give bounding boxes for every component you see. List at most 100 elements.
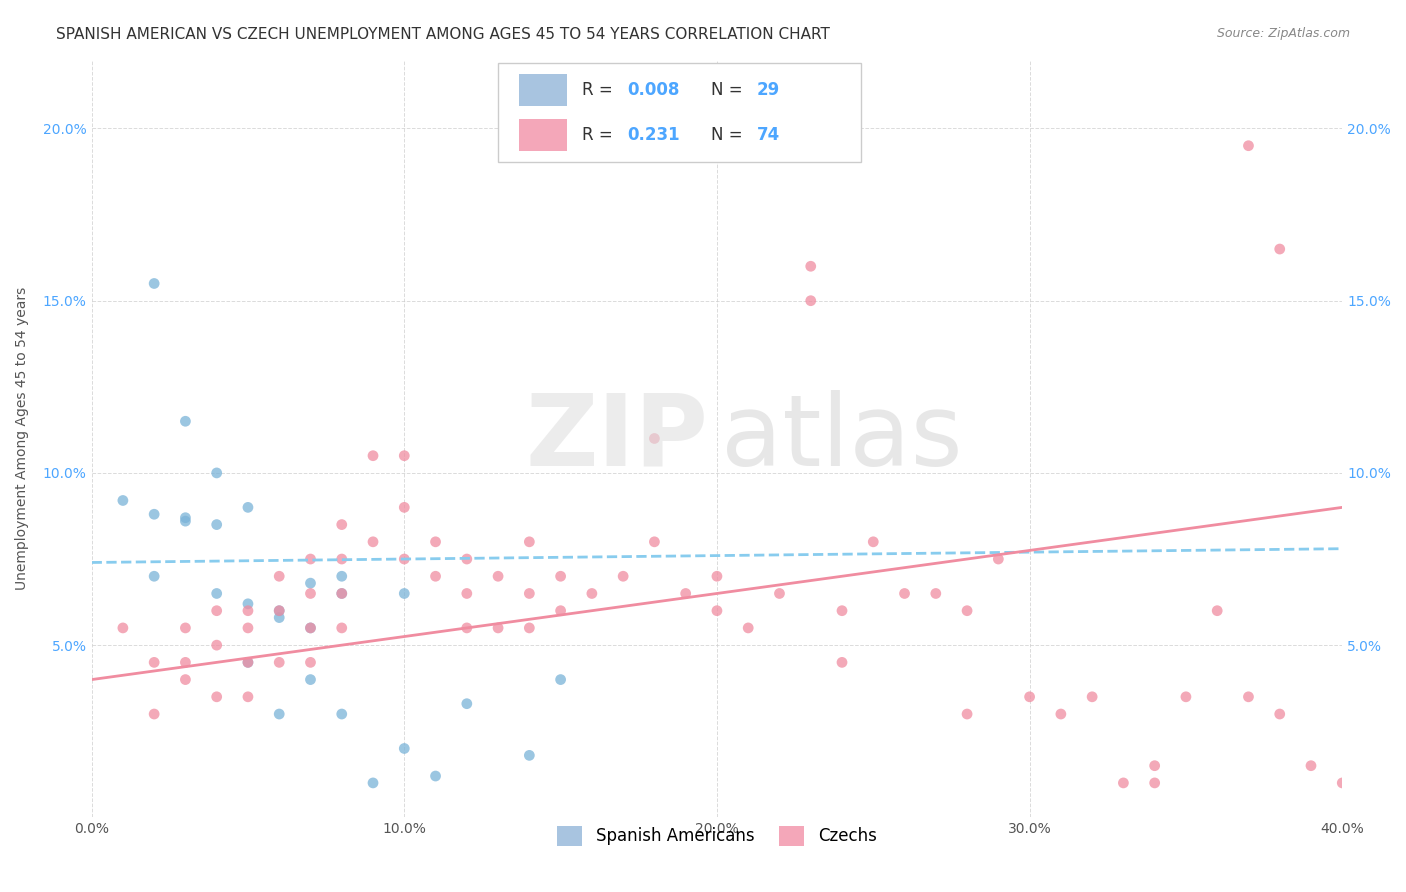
Point — [236, 500, 259, 515]
Point — [517, 534, 540, 549]
Point — [330, 552, 353, 566]
Point — [236, 690, 259, 704]
Text: 0.008: 0.008 — [627, 81, 679, 99]
Point — [299, 552, 322, 566]
Point — [456, 552, 478, 566]
Point — [425, 769, 447, 783]
Point — [1143, 776, 1166, 790]
Point — [299, 673, 322, 687]
Point — [1268, 706, 1291, 721]
Point — [236, 656, 259, 670]
Point — [174, 414, 197, 428]
FancyBboxPatch shape — [519, 74, 567, 106]
Text: N =: N = — [710, 127, 748, 145]
Point — [205, 604, 228, 618]
Point — [1268, 242, 1291, 256]
Point — [517, 586, 540, 600]
Point — [174, 673, 197, 687]
Point — [299, 621, 322, 635]
Point — [800, 260, 823, 274]
Point — [643, 432, 665, 446]
Point — [675, 586, 697, 600]
Point — [269, 604, 291, 618]
Point — [143, 569, 166, 583]
Point — [269, 604, 291, 618]
Point — [205, 690, 228, 704]
Point — [174, 514, 197, 528]
Point — [581, 586, 603, 600]
Text: ZIP: ZIP — [526, 390, 709, 487]
Point — [174, 510, 197, 524]
Point — [205, 586, 228, 600]
Point — [1143, 758, 1166, 772]
Text: R =: R = — [582, 127, 623, 145]
Point — [111, 493, 134, 508]
Text: atlas: atlas — [721, 390, 963, 487]
Text: 0.231: 0.231 — [627, 127, 679, 145]
Point — [1050, 706, 1073, 721]
Point — [987, 552, 1010, 566]
Point — [299, 621, 322, 635]
Point — [768, 586, 790, 600]
Point — [1331, 776, 1354, 790]
Point — [330, 586, 353, 600]
Point — [1299, 758, 1322, 772]
Point — [330, 621, 353, 635]
Point — [486, 621, 509, 635]
Legend: Spanish Americans, Czechs: Spanish Americans, Czechs — [548, 817, 884, 855]
Point — [330, 569, 353, 583]
Point — [394, 586, 416, 600]
Y-axis label: Unemployment Among Ages 45 to 54 years: Unemployment Among Ages 45 to 54 years — [15, 287, 30, 591]
FancyBboxPatch shape — [519, 120, 567, 152]
Point — [330, 586, 353, 600]
Point — [862, 534, 884, 549]
Point — [1018, 690, 1040, 704]
Point — [143, 508, 166, 522]
Point — [269, 656, 291, 670]
Point — [394, 500, 416, 515]
Text: R =: R = — [582, 81, 617, 99]
Point — [205, 466, 228, 480]
Point — [800, 293, 823, 308]
Point — [269, 569, 291, 583]
Point — [956, 604, 979, 618]
Point — [1237, 138, 1260, 153]
Point — [643, 534, 665, 549]
Point — [361, 534, 384, 549]
Point — [706, 604, 728, 618]
Point — [486, 569, 509, 583]
FancyBboxPatch shape — [498, 63, 860, 161]
Point — [330, 706, 353, 721]
Text: Source: ZipAtlas.com: Source: ZipAtlas.com — [1216, 27, 1350, 40]
Point — [174, 621, 197, 635]
Point — [1237, 690, 1260, 704]
Point — [456, 697, 478, 711]
Point — [425, 534, 447, 549]
Point — [299, 656, 322, 670]
Point — [737, 621, 759, 635]
Point — [361, 449, 384, 463]
Point — [299, 576, 322, 591]
Point — [205, 638, 228, 652]
Point — [956, 706, 979, 721]
Point — [361, 776, 384, 790]
Point — [236, 621, 259, 635]
Point — [456, 586, 478, 600]
Point — [269, 610, 291, 624]
Point — [174, 656, 197, 670]
Point — [330, 517, 353, 532]
Point — [550, 604, 572, 618]
Point — [1206, 604, 1229, 618]
Point — [143, 277, 166, 291]
Point — [706, 569, 728, 583]
Point — [394, 552, 416, 566]
Point — [517, 621, 540, 635]
Point — [299, 586, 322, 600]
Point — [893, 586, 915, 600]
Point — [394, 449, 416, 463]
Point — [1081, 690, 1104, 704]
Point — [236, 597, 259, 611]
Text: 29: 29 — [756, 81, 780, 99]
Point — [831, 604, 853, 618]
Point — [1112, 776, 1135, 790]
